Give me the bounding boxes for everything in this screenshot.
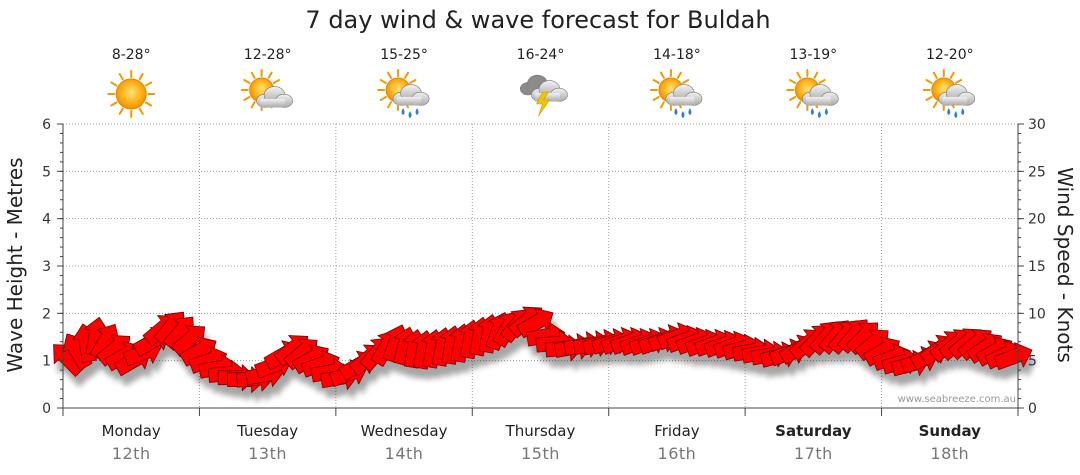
temperature-label: 16-24° [517, 47, 565, 63]
sun-cloud-rain-icon [649, 69, 703, 118]
day-label: Friday [654, 422, 700, 440]
cloud-shape [392, 84, 430, 106]
left-tick-label: 3 [42, 259, 51, 275]
right-tick-label: 15 [1028, 259, 1046, 275]
cloud-shape [801, 84, 839, 106]
axes: 0 1 2 3 4 5 6 0 5 10 15 20 25 30 Monday 12th Tuesday 13th… [42, 117, 1046, 463]
date-label: 17th [794, 444, 833, 463]
day-label: Tuesday [236, 422, 298, 440]
day-label: Monday [102, 422, 161, 440]
date-label: 14th [385, 444, 424, 463]
cloud-shape [665, 84, 703, 106]
temperature-label: 12-20° [926, 47, 974, 63]
left-tick-label: 1 [42, 354, 51, 370]
right-tick-label: 0 [1028, 401, 1037, 417]
rain-drops [674, 108, 692, 118]
left-tick-label: 5 [42, 164, 51, 180]
cloud-shape [256, 86, 293, 108]
credit-text: www.seabreeze.com.au [898, 394, 1016, 405]
wind-series [53, 306, 1033, 394]
date-label: 15th [521, 444, 560, 463]
left-tick-label: 2 [42, 306, 51, 322]
temperature-label: 8-28° [112, 47, 151, 63]
sun-disc [115, 78, 147, 110]
sunny-icon [107, 70, 156, 118]
rain-drops [810, 108, 828, 118]
right-tick-label: 20 [1028, 212, 1046, 228]
right-tick-label: 25 [1028, 164, 1046, 180]
weather-row: 8-28° 12-28° 15-25° 16-24° 14-18° 13-19° 12-20… [107, 47, 976, 118]
left-axis-title: Wave Height - Metres [3, 157, 27, 372]
date-label: 13th [248, 444, 287, 463]
day-label: Wednesday [361, 422, 448, 440]
temperature-label: 14-18° [653, 47, 701, 63]
right-tick-label: 30 [1028, 117, 1046, 133]
lightning-bolt [536, 91, 551, 117]
date-label: 18th [930, 444, 969, 463]
cloud-shape [938, 84, 976, 106]
thunderstorm-icon [520, 74, 568, 117]
sun-rays [107, 70, 156, 118]
left-tick-label: 0 [42, 401, 51, 417]
sun-cloud-rain-icon [377, 69, 430, 118]
date-label: 16th [658, 444, 697, 463]
temperature-label: 12-28° [244, 47, 292, 63]
temperature-label: 13-19° [790, 47, 838, 63]
rain-drops [947, 108, 965, 118]
sun-cloud-rain-icon [922, 69, 976, 118]
left-tick-label: 4 [42, 212, 51, 228]
left-tick-label: 6 [42, 117, 51, 133]
right-axis-title: Wind Speed - Knots [1053, 167, 1077, 363]
day-label: Thursday [505, 422, 576, 440]
partly-cloudy-icon [240, 69, 293, 111]
wind-arrow [993, 342, 1033, 371]
day-label: Sunday [919, 422, 982, 440]
right-tick-label: 10 [1028, 306, 1046, 322]
temperature-label: 15-25° [380, 47, 428, 63]
rain-drops [401, 108, 419, 118]
date-label: 12th [112, 444, 151, 463]
right-tick-label: 5 [1028, 354, 1037, 370]
day-label: Saturday [775, 422, 852, 440]
sun-cloud-rain-icon [786, 69, 839, 118]
chart-title: 7 day wind & wave forecast for Buldah [305, 6, 770, 34]
